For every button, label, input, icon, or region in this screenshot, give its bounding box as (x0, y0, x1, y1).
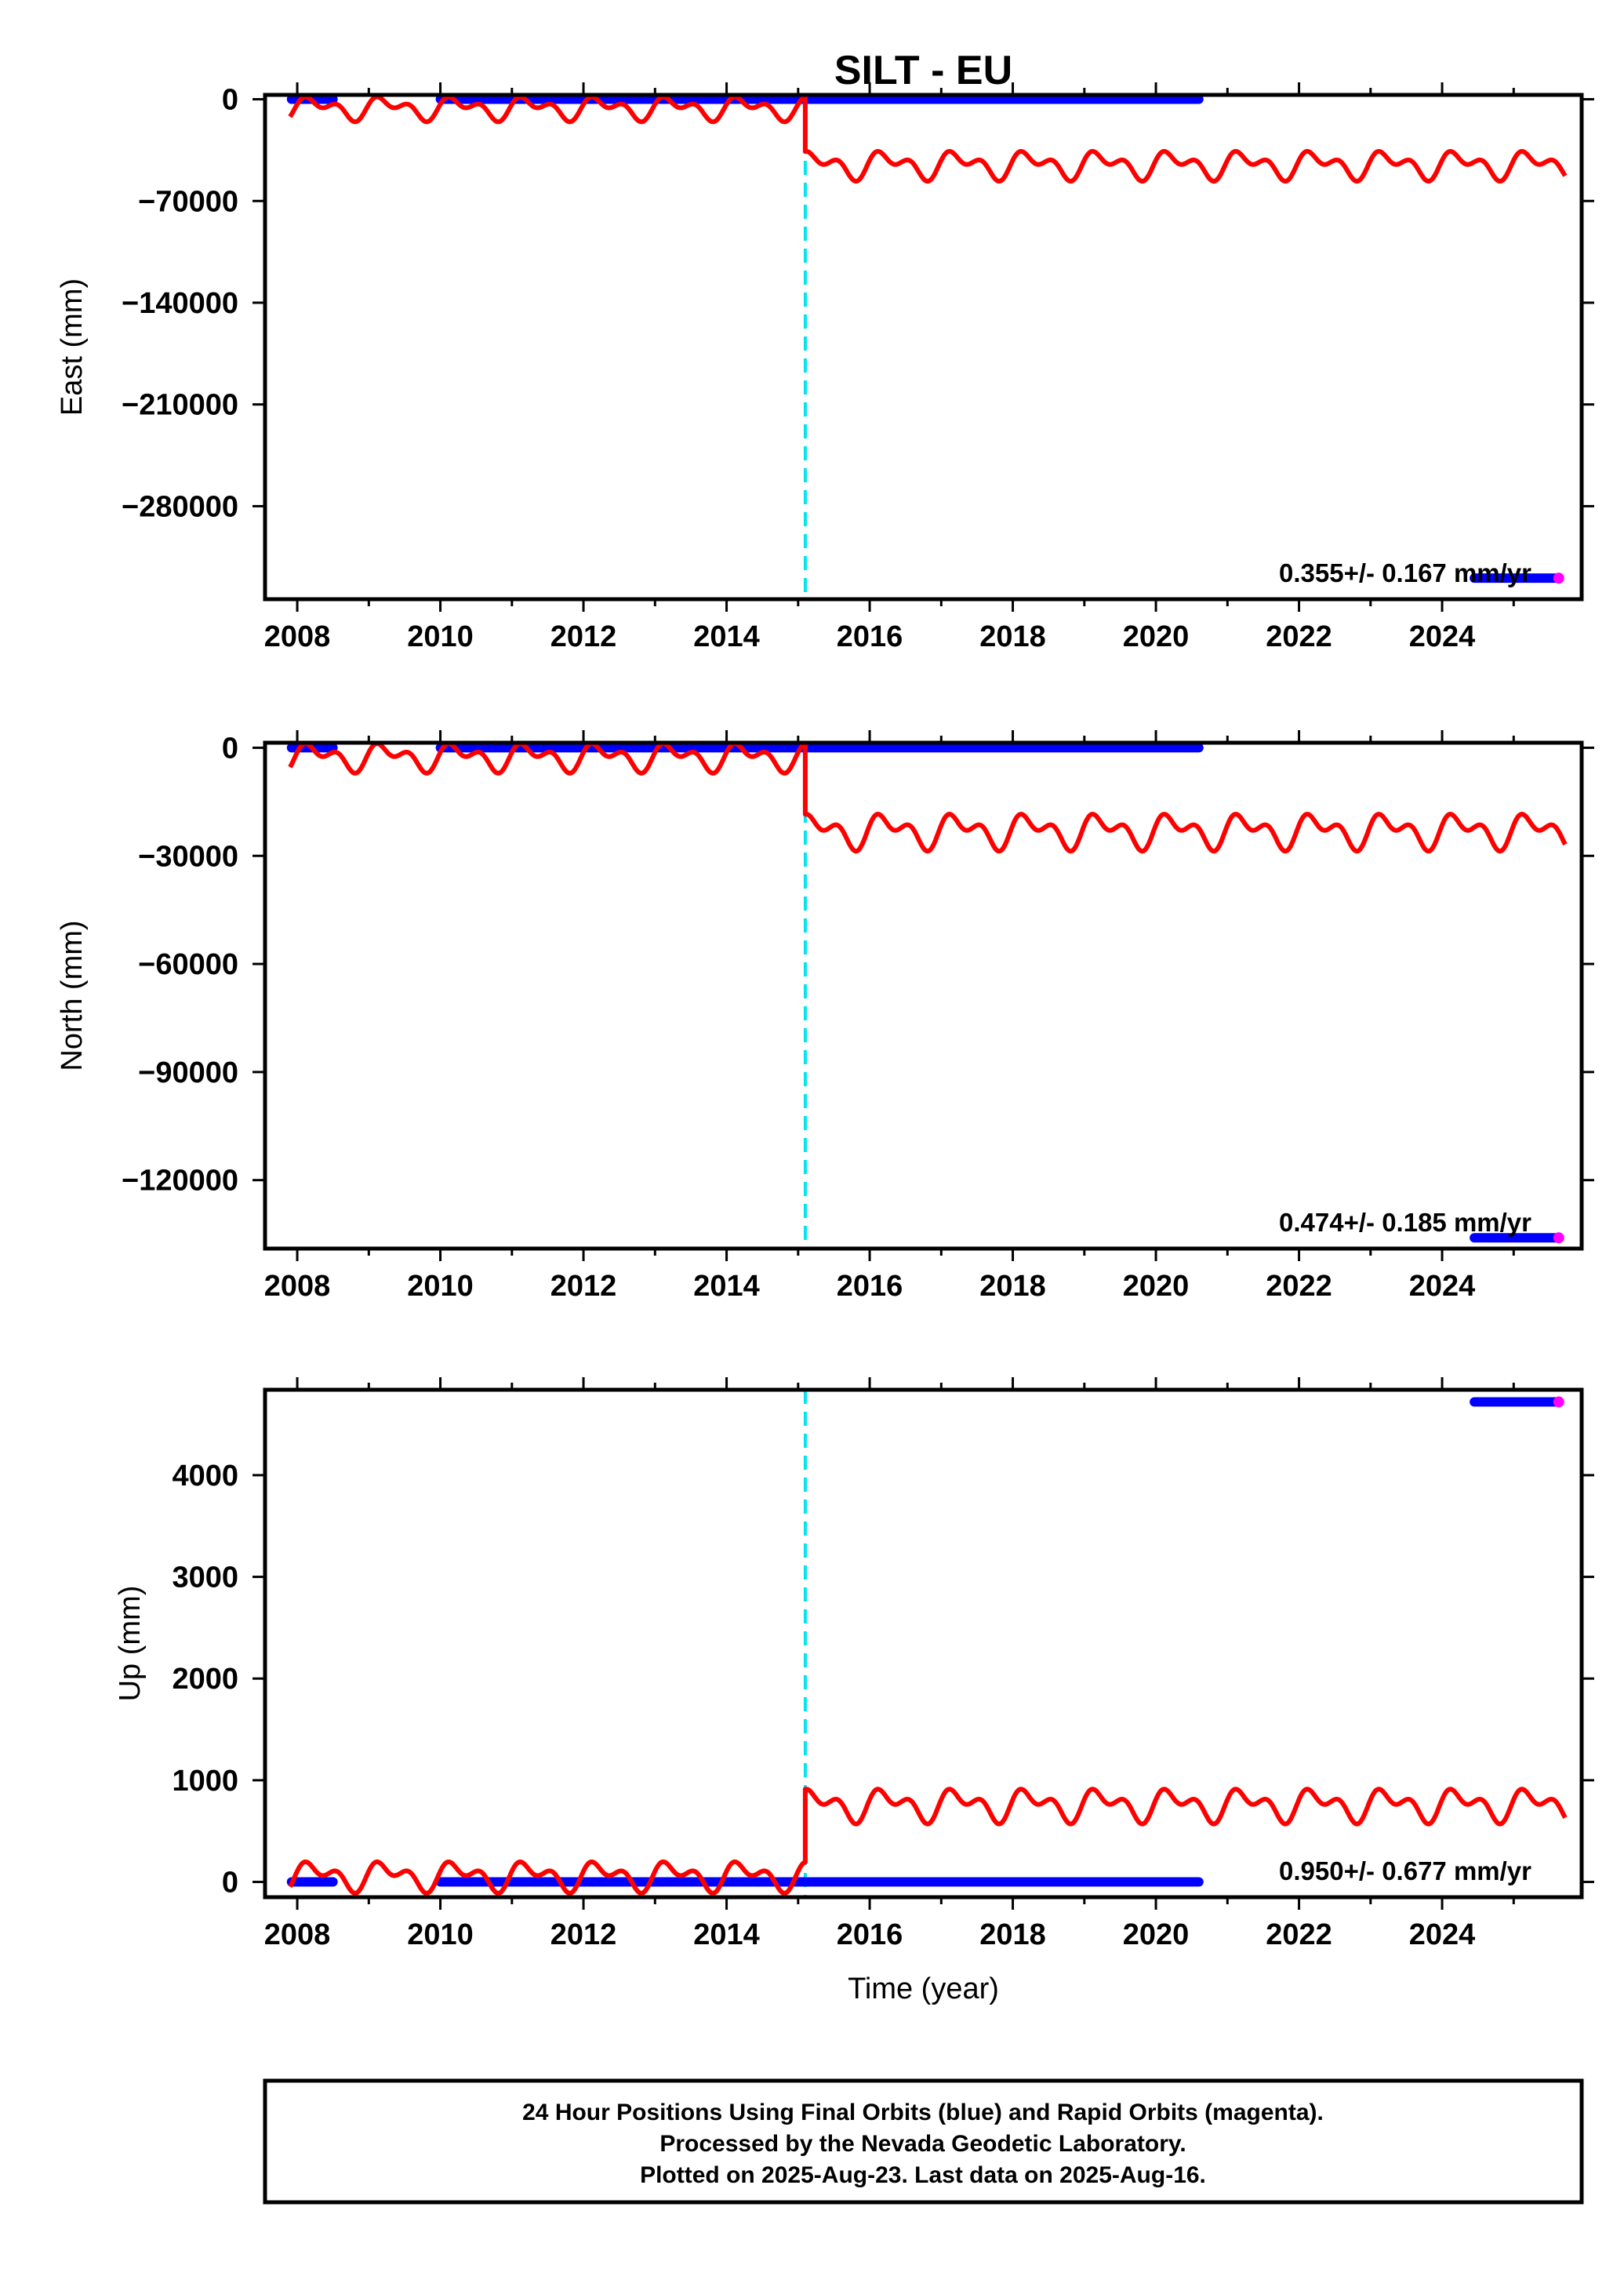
y-axis-label: East (mm) (56, 278, 89, 416)
y-tick-label: −90000 (138, 1056, 238, 1089)
x-tick-label: 2020 (1123, 1918, 1190, 1951)
y-axis-label: Up (mm) (114, 1586, 147, 1702)
x-tick-label: 2016 (837, 1918, 903, 1951)
y-axis-label: North (mm) (56, 920, 89, 1071)
x-axis: 2008 2010 2012 2014 2016 2018 2020 2022 2024 (264, 730, 1515, 1303)
plot-frame (263, 740, 1584, 1251)
caption-line-3: Plotted on 2025-Aug-23. Last data on 202… (640, 2162, 1206, 2188)
model-curve (288, 743, 1568, 854)
y-tick-label: 0 (222, 84, 238, 117)
rapid-orbit-point-1 (1553, 1396, 1564, 1408)
y-tick-label: −30000 (138, 840, 238, 873)
x-tick-label: 2016 (837, 1270, 903, 1303)
x-tick-label: 2020 (1123, 620, 1190, 653)
rapid-orbit-point-1 (1553, 573, 1564, 584)
caption-frame (263, 2078, 1584, 2205)
chart-panel-1: SILT - EU 2008 2010 2012 2014 2016 2018 2020 202… (56, 48, 1594, 653)
y-tick-label: −60000 (138, 948, 238, 981)
x-tick-label: 2014 (693, 1270, 760, 1303)
y-tick-label: 4000 (172, 1460, 238, 1492)
x-tick-label: 2014 (693, 1918, 760, 1951)
rapid-orbit-point-1 (1553, 1232, 1564, 1244)
x-axis: 2008 2010 2012 2014 2016 2018 2020 2022 2024 (264, 82, 1515, 653)
x-tick-label: 2018 (979, 620, 1046, 653)
y-axis: 0 −70000 −140000 −210000 −280000 (122, 84, 1594, 523)
velocity-annotation: 0.474+/- 0.185 mm/yr (1279, 1208, 1531, 1237)
panels-group: SILT - EU 2008 2010 2012 2014 2016 2018 2020 202… (56, 48, 1594, 2005)
x-tick-label: 2010 (407, 620, 474, 653)
data-layer (286, 95, 1568, 599)
x-tick-label: 2022 (1266, 1270, 1332, 1303)
x-tick-label: 2016 (837, 620, 903, 653)
velocity-annotation: 0.950+/- 0.677 mm/yr (1279, 1856, 1531, 1885)
y-tick-label: 1000 (172, 1765, 238, 1798)
x-tick-label: 2022 (1266, 620, 1332, 653)
y-axis: 0 1000 2000 3000 4000 (172, 1460, 1594, 1900)
caption-box: 24 Hour Positions Using Final Orbits (bl… (263, 2078, 1584, 2205)
x-tick-label: 2022 (1266, 1918, 1332, 1951)
caption-line-1: 24 Hour Positions Using Final Orbits (bl… (522, 2100, 1324, 2125)
y-tick-label: 3000 (172, 1562, 238, 1594)
x-tick-label: 2010 (407, 1918, 474, 1951)
caption-line-2: Processed by the Nevada Geodetic Laborat… (659, 2131, 1186, 2157)
x-tick-label: 2018 (979, 1270, 1046, 1303)
x-tick-label: 2012 (550, 1270, 617, 1303)
x-tick-label: 2008 (264, 1918, 331, 1951)
model-curve (288, 95, 1568, 184)
model-curve (288, 1787, 1568, 1896)
data-layer (286, 1390, 1568, 1897)
x-axis-label: Time (year) (848, 1972, 999, 2005)
y-tick-label: 0 (222, 1867, 238, 1900)
x-tick-label: 2024 (1409, 1270, 1476, 1303)
y-tick-label: −140000 (122, 287, 238, 320)
chart-title: SILT - EU (834, 48, 1012, 93)
y-tick-label: −120000 (122, 1165, 238, 1198)
y-tick-label: −70000 (138, 185, 238, 218)
x-tick-label: 2008 (264, 1270, 331, 1303)
x-tick-label: 2024 (1409, 620, 1476, 653)
x-tick-label: 2012 (550, 1918, 617, 1951)
chart-panel-2: 2008 2010 2012 2014 2016 2018 2020 2022 2024 0 −30… (56, 730, 1594, 1303)
x-axis: 2008 2010 2012 2014 2016 2018 2020 2022 2024 (264, 1377, 1515, 1951)
x-tick-label: 2014 (693, 620, 760, 653)
y-tick-label: −210000 (122, 389, 238, 422)
x-tick-label: 2018 (979, 1918, 1046, 1951)
x-tick-label: 2008 (264, 620, 331, 653)
x-tick-label: 2012 (550, 620, 617, 653)
data-layer (286, 743, 1568, 1249)
plot-frame (263, 1387, 1584, 1900)
y-tick-label: 0 (222, 732, 238, 765)
x-tick-label: 2020 (1123, 1270, 1190, 1303)
y-tick-label: 2000 (172, 1663, 238, 1696)
x-tick-label: 2024 (1409, 1918, 1476, 1951)
y-axis: 0 −30000 −60000 −90000 −120000 (122, 732, 1594, 1198)
y-tick-label: −280000 (122, 490, 238, 523)
velocity-annotation: 0.355+/- 0.167 mm/yr (1279, 558, 1531, 587)
plot-frame (263, 93, 1584, 602)
x-tick-label: 2010 (407, 1270, 474, 1303)
chart-panel-3: 2008 2010 2012 2014 2016 2018 2020 2022 2024 0 100… (114, 1377, 1594, 2005)
